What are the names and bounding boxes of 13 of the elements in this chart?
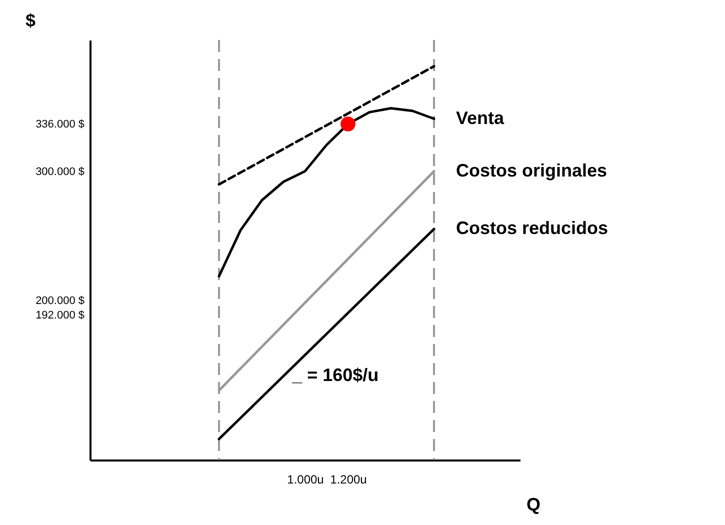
y-tick-label: 336.000 $ [36, 118, 84, 130]
line-series [218, 107, 436, 278]
x-tick-label: 1.000u [287, 472, 324, 486]
series-label: Costos originales [456, 160, 608, 180]
y-axis-title: $ [25, 10, 36, 30]
y-tick-label: 200.000 $ [36, 295, 84, 307]
y-tick-label: 192.000 $ [36, 310, 84, 322]
series-label: Venta [456, 108, 506, 128]
series-label: Costos reducidos [456, 218, 608, 238]
x-tick-label: 1.200u [330, 472, 367, 486]
annotation: _ = 160$/u [291, 365, 379, 385]
y-tick-label: 300.000 $ [36, 166, 84, 178]
x-axis-title: Q [526, 494, 540, 514]
